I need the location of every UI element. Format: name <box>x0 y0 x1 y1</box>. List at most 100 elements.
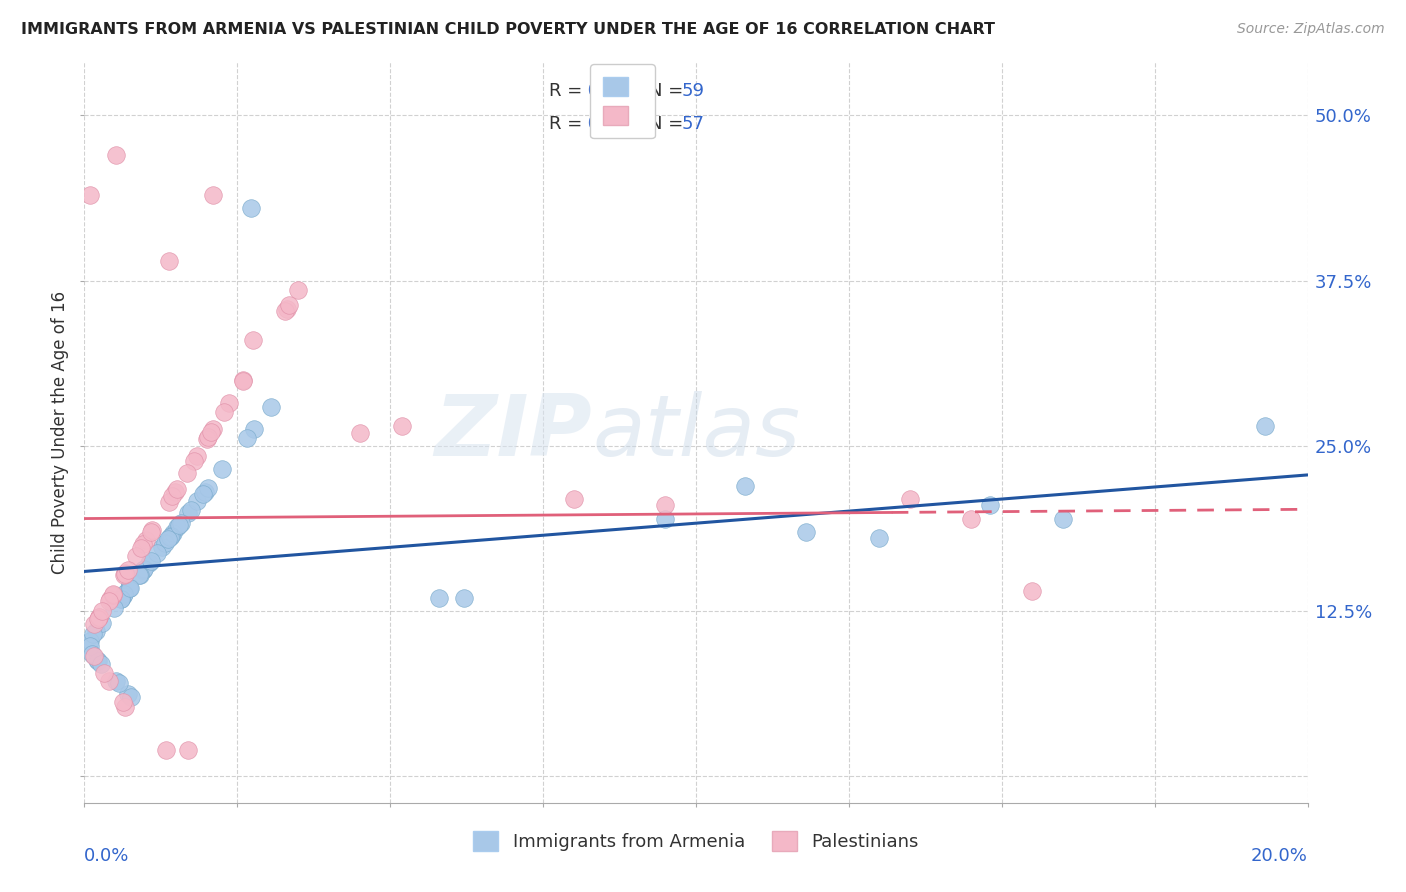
Point <box>162 489 184 503</box>
Point <box>128 568 150 582</box>
Point <box>98 673 121 688</box>
Point <box>93 665 115 680</box>
Point <box>236 431 259 445</box>
Point <box>79 640 101 654</box>
Text: ZIP: ZIP <box>434 391 592 475</box>
Point <box>212 405 235 419</box>
Point <box>191 487 214 501</box>
Point <box>186 494 208 508</box>
Point <box>125 549 148 563</box>
Point <box>107 676 129 690</box>
Point <box>157 495 180 509</box>
Point <box>84 624 107 638</box>
Point <box>391 419 413 434</box>
Point <box>83 617 105 632</box>
Point <box>118 581 141 595</box>
Point <box>165 484 187 499</box>
Point <box>129 567 152 582</box>
Point <box>83 648 105 663</box>
Point <box>120 690 142 704</box>
Point <box>1254 419 1277 434</box>
Text: IMMIGRANTS FROM ARMENIA VS PALESTINIAN CHILD POVERTY UNDER THE AGE OF 16 CORRELA: IMMIGRANTS FROM ARMENIA VS PALESTINIAN C… <box>21 22 995 37</box>
Point <box>157 253 180 268</box>
Point <box>211 462 233 476</box>
Point <box>177 743 200 757</box>
Point <box>242 333 264 347</box>
Point <box>195 432 218 446</box>
Point <box>176 466 198 480</box>
Text: N =: N = <box>650 82 689 100</box>
Point <box>794 524 817 539</box>
Point <box>87 654 110 668</box>
Point <box>105 673 128 688</box>
Point <box>239 201 262 215</box>
Point <box>138 556 160 570</box>
Point <box>202 422 225 436</box>
Point <box>274 303 297 318</box>
Point <box>146 546 169 560</box>
Point <box>153 536 176 550</box>
Point <box>111 695 134 709</box>
Point <box>114 587 136 601</box>
Point <box>232 374 254 388</box>
Point <box>110 591 132 606</box>
Point <box>82 647 104 661</box>
Legend: Immigrants from Armenia, Palestinians: Immigrants from Armenia, Palestinians <box>464 822 928 861</box>
Point <box>159 528 181 542</box>
Point <box>139 524 162 539</box>
Point <box>898 491 921 506</box>
Text: 0.035: 0.035 <box>582 115 640 133</box>
Point <box>157 532 180 546</box>
Point <box>218 396 240 410</box>
Point <box>183 454 205 468</box>
Point <box>82 627 104 641</box>
Point <box>114 568 136 582</box>
Point <box>132 563 155 577</box>
Text: 0.0%: 0.0% <box>84 847 129 865</box>
Point <box>101 587 124 601</box>
Point <box>180 502 202 516</box>
Point <box>427 591 450 605</box>
Point <box>155 743 177 757</box>
Y-axis label: Child Poverty Under the Age of 16: Child Poverty Under the Age of 16 <box>51 291 69 574</box>
Point <box>159 529 181 543</box>
Point <box>287 283 309 297</box>
Point <box>87 610 110 624</box>
Point <box>194 485 217 500</box>
Point <box>91 604 114 618</box>
Point <box>91 615 114 630</box>
Point <box>167 518 190 533</box>
Text: R =: R = <box>550 82 588 100</box>
Point <box>117 687 139 701</box>
Point <box>132 563 155 577</box>
Point <box>177 506 200 520</box>
Point <box>103 601 125 615</box>
Point <box>118 582 141 596</box>
Point <box>114 566 136 581</box>
Point <box>349 425 371 440</box>
Point <box>1021 584 1043 599</box>
Point <box>166 482 188 496</box>
Point <box>201 187 224 202</box>
Point <box>260 401 283 415</box>
Point <box>453 591 475 605</box>
Point <box>110 591 132 606</box>
Text: Source: ZipAtlas.com: Source: ZipAtlas.com <box>1237 22 1385 37</box>
Point <box>166 520 188 534</box>
Point <box>135 533 157 547</box>
Point <box>101 587 124 601</box>
Point <box>232 374 254 388</box>
Point <box>162 526 184 541</box>
Point <box>87 612 110 626</box>
Text: atlas: atlas <box>592 391 800 475</box>
Point <box>97 593 120 607</box>
Point <box>90 657 112 672</box>
Point <box>139 554 162 568</box>
Point <box>118 581 141 595</box>
Point <box>79 187 101 202</box>
Point <box>98 591 121 606</box>
Point <box>979 499 1001 513</box>
Text: R =: R = <box>550 115 588 133</box>
Point <box>141 523 163 537</box>
Point <box>960 511 983 525</box>
